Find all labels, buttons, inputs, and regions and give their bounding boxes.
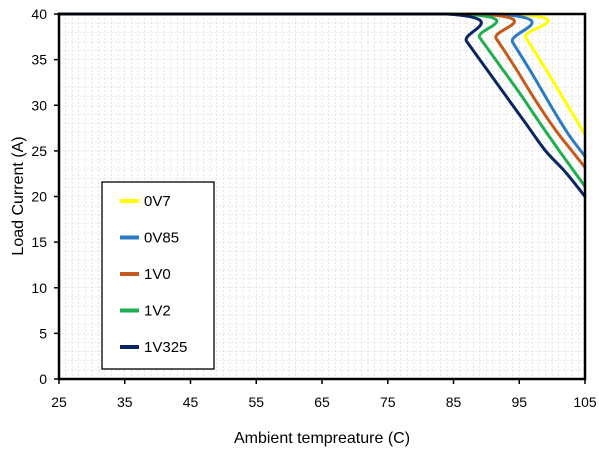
y-tick-label: 10 [31,280,47,296]
series-line-1v2 [57,12,587,188]
series-line-0v7 [57,12,587,136]
y-tick-label: 25 [31,143,47,159]
legend: 0V7 0V85 1V0 1V2 1V325 [101,181,215,370]
y-tick-label: 30 [31,97,47,113]
legend-label-0v85: 0V85 [144,230,179,247]
y-tick-label: 35 [31,52,47,68]
legend-label-1v2: 1V2 [144,303,171,320]
legend-label-1v325: 1V325 [144,339,187,356]
x-tick-label: 85 [446,394,462,410]
x-tick-label: 95 [511,394,527,410]
x-tick-label: 55 [248,394,264,410]
x-axis-ticks: 25 35 45 55 65 75 85 95 105 [51,379,597,410]
series-lines [57,12,587,198]
x-tick-label: 65 [314,394,330,410]
y-tick-label: 40 [31,6,47,22]
y-tick-label: 0 [39,371,47,387]
y-tick-label: 5 [39,325,47,341]
legend-label-0v7: 0V7 [144,193,171,210]
x-tick-label: 75 [380,394,396,410]
y-axis-title: Load Current (A) [10,136,27,255]
x-axis-title: Ambient tempreature (C) [234,430,410,447]
x-tick-label: 35 [117,394,133,410]
x-tick-label: 25 [51,394,67,410]
series-line-1v325 [57,12,587,198]
series-line-0v85 [57,12,587,158]
series-line-1v0 [57,12,587,169]
y-tick-label: 20 [31,189,47,205]
x-tick-label: 45 [183,394,199,410]
y-tick-label: 15 [31,234,47,250]
legend-label-1v0: 1V0 [144,266,171,283]
y-axis-ticks: 0 5 10 15 20 25 30 35 40 [31,6,59,387]
x-tick-label: 105 [573,394,597,410]
